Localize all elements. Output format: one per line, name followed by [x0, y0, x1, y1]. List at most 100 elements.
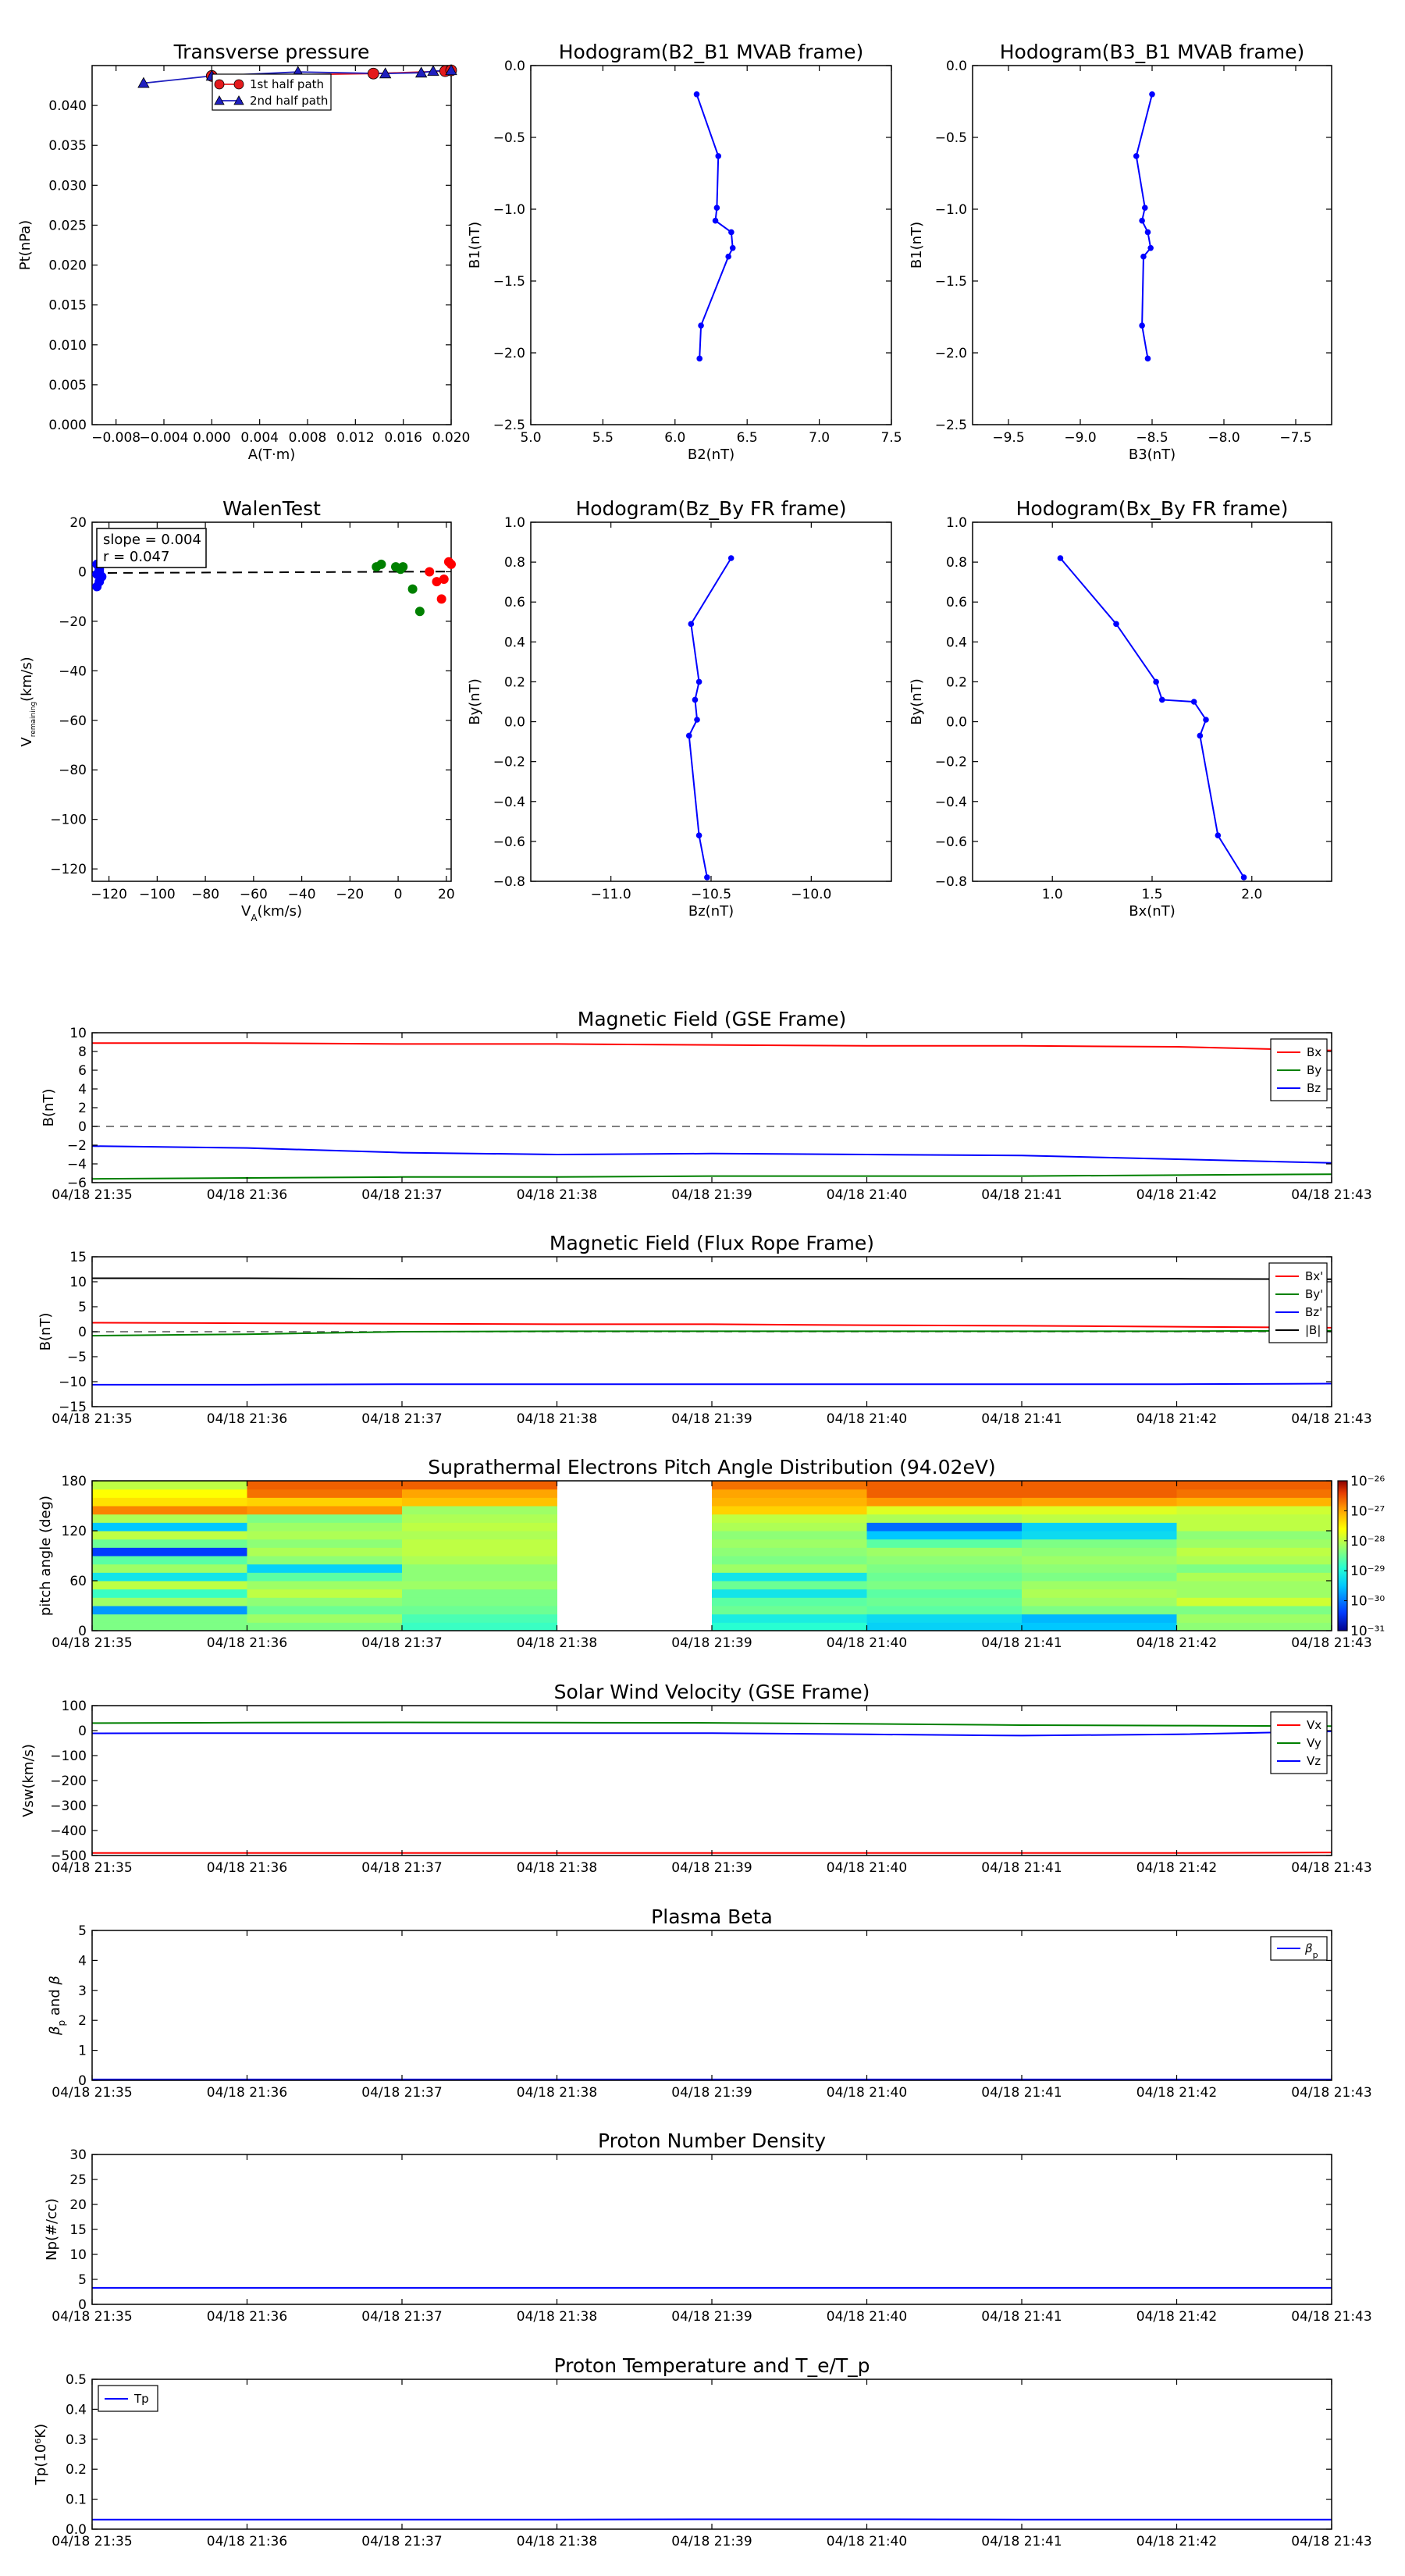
heatmap-cell	[712, 1497, 867, 1507]
heatmap-cell	[712, 1522, 867, 1532]
data-point	[92, 582, 102, 592]
y-axis-label: Vsw(km/s)	[20, 1744, 37, 1817]
legend-label: Bz'	[1305, 1305, 1322, 1319]
y-tick-label: 0.000	[48, 418, 87, 433]
data-point	[436, 594, 446, 604]
colorbar-tick-label: 10⁻²⁶	[1350, 1474, 1385, 1489]
x-tick-label: 04/18 21:43	[1291, 1187, 1371, 1203]
y-tick-label: 0.025	[48, 218, 87, 233]
series-line	[91, 1329, 1332, 1337]
y-tick-label: 0.2	[946, 674, 967, 690]
heatmap-cell	[402, 1489, 557, 1498]
heatmap-cell	[1022, 1589, 1177, 1598]
y-tick-label: −4	[67, 1157, 87, 1172]
x-tick-label: 0	[394, 887, 403, 902]
y-axis-label: Np(#/cc)	[44, 2198, 60, 2261]
y-tick-label: 0.4	[504, 635, 525, 650]
x-tick-label: 04/18 21:41	[981, 1411, 1062, 1427]
x-axis-label: B3(nT)	[1129, 447, 1176, 463]
y-axis-label: Pt(nPa)	[17, 220, 34, 270]
data-point	[407, 584, 418, 594]
x-tick-label: 04/18 21:35	[52, 1635, 132, 1651]
heatmap-cell	[866, 1589, 1023, 1598]
heatmap-cell	[1176, 1481, 1332, 1490]
y-tick-label: 10	[69, 1275, 87, 1290]
heatmap-cell	[712, 1481, 867, 1490]
x-tick-label: −11.0	[591, 887, 631, 902]
y-tick-label: 5	[78, 1300, 87, 1315]
x-tick-label: −0.004	[140, 430, 189, 446]
y-tick-label: 4	[78, 1953, 87, 1969]
y-tick-label: 0.0	[504, 715, 525, 731]
heatmap-cell	[247, 1564, 403, 1573]
heatmap-cell	[1022, 1597, 1177, 1606]
x-axis-label: B2(nT)	[688, 447, 735, 463]
x-tick-label: −60	[240, 887, 268, 902]
y-tick-label: 3	[78, 1984, 87, 1999]
heatmap-cell	[247, 1614, 403, 1623]
x-tick-label: 04/18 21:37	[361, 1860, 442, 1876]
heatmap-cell	[1176, 1622, 1332, 1631]
plot-frame	[91, 1032, 1332, 1183]
y-tick-label: 0	[78, 1119, 87, 1135]
heatmap-cell	[92, 1597, 247, 1606]
x-tick-label: 04/18 21:37	[361, 2309, 442, 2325]
x-tick-label: 04/18 21:40	[827, 1411, 907, 1427]
x-tick-label: 04/18 21:40	[827, 2309, 907, 2325]
heatmap-cell	[712, 1564, 867, 1573]
heatmap-cell	[1022, 1614, 1177, 1623]
x-tick-label: 04/18 21:39	[671, 2085, 752, 2101]
y-axis-label: Tp(10⁶K)	[33, 2424, 49, 2485]
data-point	[713, 205, 720, 211]
heatmap-cell	[866, 1547, 1023, 1557]
x-tick-label: 04/18 21:37	[361, 1411, 442, 1427]
x-tick-label: 0.008	[289, 430, 327, 446]
x-tick-label: 7.5	[880, 430, 902, 446]
x-tick-label: 04/18 21:42	[1136, 1635, 1217, 1651]
data-point	[1144, 355, 1151, 362]
colorbar-tick-label: 10⁻³¹	[1350, 1624, 1385, 1639]
data-point	[1144, 229, 1151, 236]
y-tick-label: 0	[78, 1325, 87, 1340]
y-tick-label: −200	[50, 1774, 87, 1789]
y-tick-label: 0	[78, 1724, 87, 1739]
y-tick-label: 0	[78, 2073, 87, 2089]
x-axis-label: Bx(nT)	[1129, 903, 1175, 920]
legend-label: Vz	[1307, 1754, 1321, 1768]
y-tick-label: −2	[67, 1138, 87, 1154]
x-tick-label: 04/18 21:40	[827, 1860, 907, 1876]
panel-mag_fr: Magnetic Field (Flux Rope Frame) −15 −10 −5…	[37, 1232, 1372, 1427]
heatmap-cell	[402, 1556, 557, 1565]
legend-marker	[214, 79, 225, 90]
y-tick-label: 0.0	[946, 715, 967, 731]
data-point	[728, 229, 735, 236]
heatmap-cell	[866, 1622, 1023, 1631]
data-point	[1197, 732, 1204, 739]
x-tick-label: 04/18 21:42	[1136, 1411, 1217, 1427]
data-point	[712, 217, 719, 224]
heatmap-cell	[92, 1497, 247, 1507]
heatmap-cell	[1022, 1606, 1177, 1615]
data-point	[688, 621, 695, 628]
heatmap-cell	[402, 1522, 557, 1532]
data-point	[1149, 91, 1155, 98]
data-point	[696, 355, 703, 362]
heatmap-cell	[712, 1597, 867, 1606]
y-tick-label: 0.005	[48, 378, 87, 393]
y-tick-label: 0	[78, 2297, 87, 2313]
series-line	[92, 1042, 1332, 1051]
chart-title: Solar Wind Velocity (GSE Frame)	[554, 1681, 870, 1703]
x-tick-label: 1.0	[1042, 887, 1063, 902]
x-tick-label: 04/18 21:38	[517, 1411, 597, 1427]
heatmap-cell	[92, 1539, 247, 1548]
y-tick-label: −120	[50, 862, 87, 877]
heatmap-cell	[1022, 1531, 1177, 1540]
y-tick-label: −2.0	[493, 346, 525, 361]
x-tick-label: 0.012	[336, 430, 375, 446]
y-tick-label: 0.040	[48, 98, 87, 114]
y-tick-label: −20	[59, 614, 87, 630]
data-point-2nd-half	[445, 64, 457, 76]
y-tick-label: 0.6	[946, 595, 967, 610]
x-tick-label: 04/18 21:40	[827, 1187, 907, 1203]
panel-beta: Plasma Beta 0 1 2 3 4 5 04/18 21:35 04/18 21:36 0…	[47, 1905, 1372, 2101]
